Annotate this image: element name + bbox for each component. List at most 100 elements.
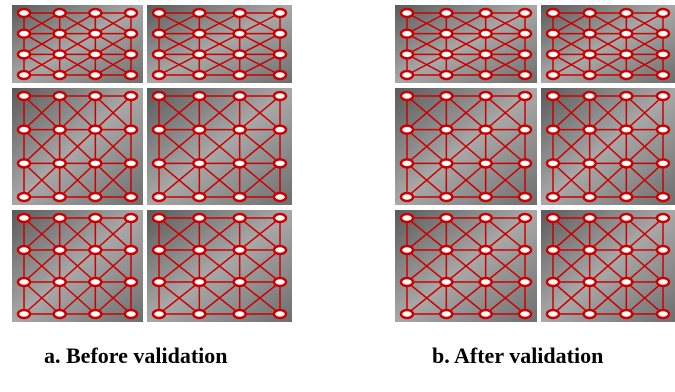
graph-node bbox=[620, 214, 632, 222]
graph-node bbox=[234, 71, 246, 79]
graph-node bbox=[234, 50, 246, 58]
graph-node bbox=[440, 278, 452, 286]
graph-node bbox=[620, 50, 632, 58]
graph-node bbox=[519, 214, 531, 222]
graph-node bbox=[657, 50, 669, 58]
graph-node bbox=[234, 278, 246, 286]
graph-node bbox=[89, 214, 101, 222]
graph-node bbox=[657, 310, 669, 318]
graph-node bbox=[657, 278, 669, 286]
graph-node bbox=[657, 159, 669, 167]
graph-node bbox=[234, 246, 246, 254]
graph-node bbox=[274, 126, 286, 134]
graph-node bbox=[480, 71, 492, 79]
caption-after: b. After validation bbox=[432, 343, 603, 369]
graph-node bbox=[584, 310, 596, 318]
graph-node bbox=[657, 71, 669, 79]
graph-node bbox=[125, 30, 137, 38]
graph-node bbox=[657, 9, 669, 17]
graph-node bbox=[519, 278, 531, 286]
graph-node bbox=[657, 92, 669, 100]
graph-node bbox=[480, 126, 492, 134]
graph-node bbox=[193, 246, 205, 254]
graph-node bbox=[480, 246, 492, 254]
graph-node bbox=[54, 193, 66, 201]
graph-node bbox=[274, 214, 286, 222]
graph-node bbox=[480, 159, 492, 167]
graph-node bbox=[274, 71, 286, 79]
graph-node bbox=[89, 30, 101, 38]
graph-node bbox=[480, 9, 492, 17]
graph-node bbox=[480, 310, 492, 318]
graph-node bbox=[440, 246, 452, 254]
graph-node bbox=[125, 246, 137, 254]
graph-node bbox=[89, 71, 101, 79]
graph-node bbox=[547, 9, 559, 17]
graph-node bbox=[519, 30, 531, 38]
graph-node bbox=[584, 92, 596, 100]
graph-node bbox=[193, 310, 205, 318]
graph-node bbox=[401, 30, 413, 38]
graph-node bbox=[519, 50, 531, 58]
graph-node bbox=[547, 246, 559, 254]
graph-node bbox=[54, 71, 66, 79]
graph-node bbox=[18, 310, 30, 318]
graph-node bbox=[193, 278, 205, 286]
graph-node bbox=[584, 71, 596, 79]
graph-node bbox=[54, 278, 66, 286]
graph-node bbox=[620, 126, 632, 134]
graph-node bbox=[440, 50, 452, 58]
graph-node bbox=[234, 9, 246, 17]
graph-node bbox=[153, 9, 165, 17]
graph-node bbox=[193, 92, 205, 100]
graph-node bbox=[401, 126, 413, 134]
graph-node bbox=[620, 193, 632, 201]
graph-node bbox=[18, 214, 30, 222]
graph-node bbox=[547, 278, 559, 286]
graph-node bbox=[274, 193, 286, 201]
graph-node bbox=[401, 9, 413, 17]
graph-node bbox=[519, 310, 531, 318]
graph-node bbox=[89, 246, 101, 254]
graph-node bbox=[54, 92, 66, 100]
graph-node bbox=[401, 50, 413, 58]
graph-node bbox=[547, 71, 559, 79]
graph-node bbox=[234, 310, 246, 318]
graph-node bbox=[584, 278, 596, 286]
graph-node bbox=[547, 50, 559, 58]
graph-node bbox=[89, 278, 101, 286]
graph-node bbox=[401, 214, 413, 222]
graph-node bbox=[153, 50, 165, 58]
graph-node bbox=[440, 214, 452, 222]
graph-node bbox=[440, 9, 452, 17]
graph-node bbox=[193, 214, 205, 222]
graph-node bbox=[234, 30, 246, 38]
graph-node bbox=[519, 92, 531, 100]
caption-before: a. Before validation bbox=[44, 343, 228, 369]
graph-node bbox=[234, 159, 246, 167]
graph-node bbox=[584, 159, 596, 167]
graph-node bbox=[547, 126, 559, 134]
graph-node bbox=[440, 30, 452, 38]
graph-node bbox=[657, 246, 669, 254]
graph-node bbox=[547, 92, 559, 100]
graph-node bbox=[54, 214, 66, 222]
graph-node bbox=[440, 126, 452, 134]
graph-node bbox=[274, 278, 286, 286]
graph-node bbox=[125, 193, 137, 201]
graph-node bbox=[193, 9, 205, 17]
graph-node bbox=[125, 50, 137, 58]
graph-node bbox=[18, 193, 30, 201]
graph-node bbox=[440, 159, 452, 167]
graph-node bbox=[54, 246, 66, 254]
graph-node bbox=[274, 310, 286, 318]
graph-node bbox=[440, 310, 452, 318]
graph-node bbox=[153, 126, 165, 134]
graph-node bbox=[519, 246, 531, 254]
graph-node bbox=[440, 92, 452, 100]
graph-node bbox=[274, 30, 286, 38]
graph-node bbox=[480, 193, 492, 201]
figure: a. Before validation b. After validation bbox=[0, 0, 675, 392]
graph-node bbox=[480, 214, 492, 222]
graph-node bbox=[480, 278, 492, 286]
